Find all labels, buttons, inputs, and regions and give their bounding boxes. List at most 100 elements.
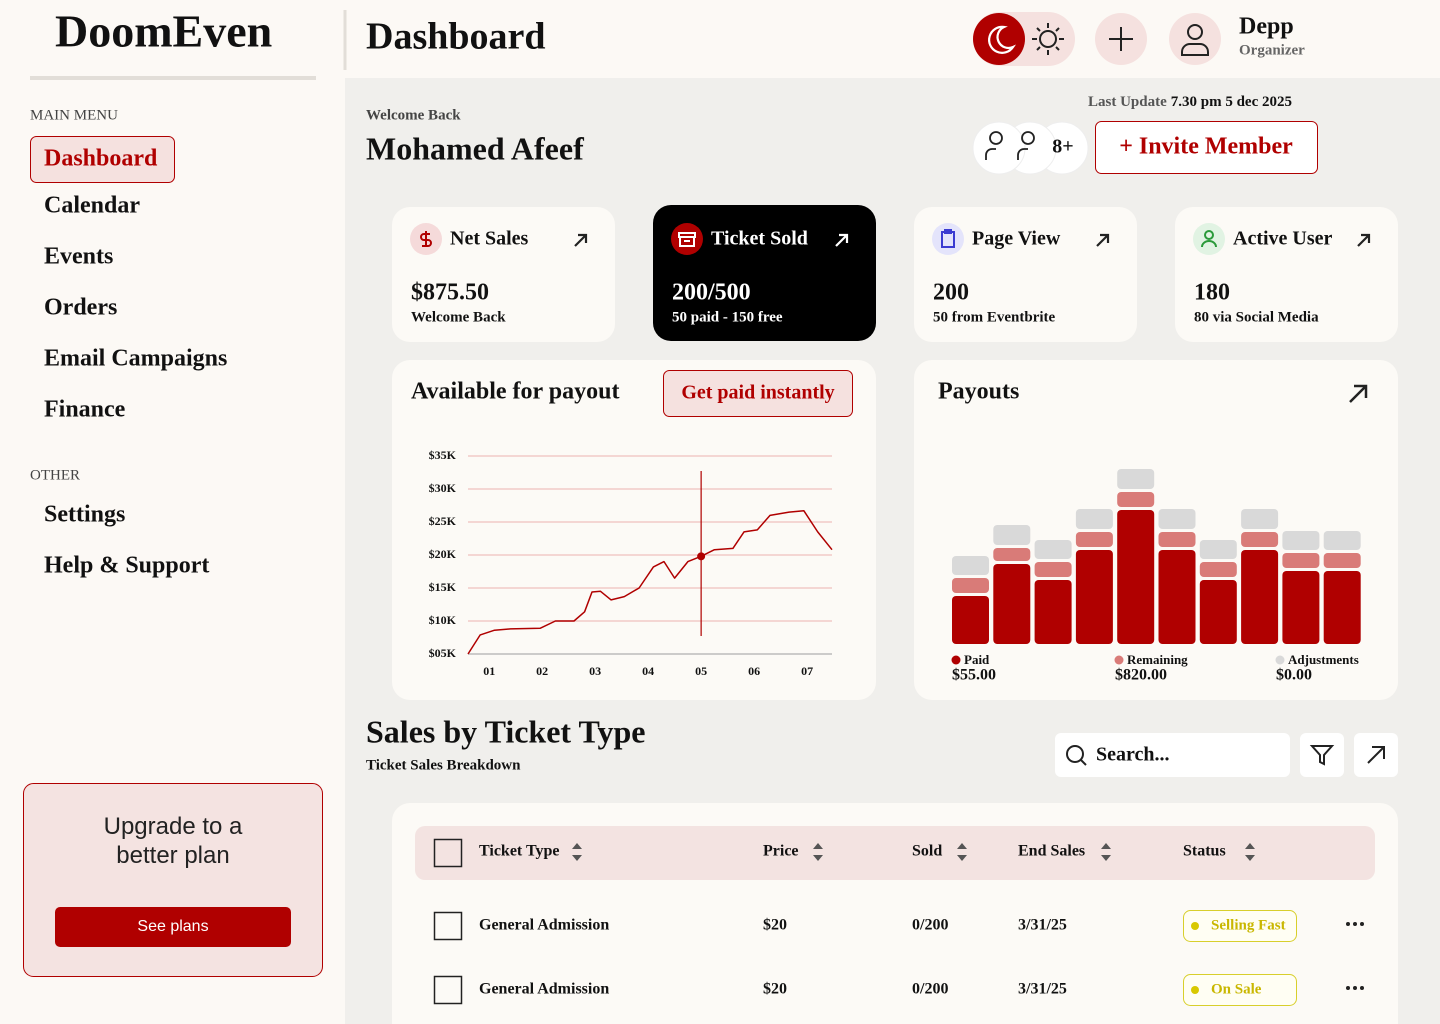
column-header[interactable]: Price [763, 843, 799, 860]
menu: Dashboard Calendar Events Orders Email Campa… [44, 146, 227, 579]
last-update-time: 7.30 pm 5 dec 2025 [1171, 94, 1292, 110]
table-cell: 3/31/25 [1018, 917, 1067, 934]
more-dot[interactable] [1346, 986, 1350, 990]
menu-item[interactable]: Calendar [44, 193, 140, 219]
checkbox[interactable] [433, 975, 463, 1005]
stat-value: $875.50 [411, 280, 489, 306]
more-dot[interactable] [1360, 986, 1364, 990]
more-dot[interactable] [1360, 922, 1364, 926]
table-cell: 3/31/25 [1018, 981, 1067, 998]
menu-item[interactable]: Dashboard [44, 146, 158, 172]
stat-title: Ticket Sold [711, 228, 808, 250]
status-dot [1191, 986, 1199, 994]
filter-icon [1309, 745, 1335, 766]
checkbox[interactable] [433, 838, 463, 868]
status-pill [1183, 910, 1297, 942]
menu-item[interactable]: Settings [44, 502, 125, 528]
legend-dot [1275, 655, 1285, 665]
bar-segment [993, 525, 1031, 545]
menu-item[interactable]: Help & Support [44, 553, 209, 579]
hover-point [697, 552, 706, 561]
bar-segment [1075, 532, 1113, 547]
legend-label: Adjustments [1288, 652, 1359, 667]
stat-value: 200/500 [672, 280, 751, 306]
y-tick-label: $20K [429, 547, 457, 561]
table-cell: 0/200 [912, 981, 948, 998]
stat-card[interactable] [653, 205, 876, 341]
column-header[interactable]: Ticket Type [479, 843, 559, 860]
stats: Net Sales $875.50 Welcome Back Ticket Sold 2… [392, 205, 1398, 342]
y-tick-label: $10K [429, 613, 457, 627]
stat-value: 180 [1194, 280, 1230, 306]
plus-icon [1109, 27, 1133, 51]
x-tick-label: 04 [642, 664, 654, 678]
column-header[interactable]: Sold [912, 843, 942, 860]
line-chart: $05K $10K $15K $20K $25K $30K $35K 01 02 03 04 05 06… [429, 448, 833, 678]
menu-item[interactable]: Events [44, 244, 113, 270]
menu-item[interactable]: Email Campaigns [44, 346, 227, 372]
more-dot[interactable] [1353, 922, 1357, 926]
y-tick-label: $25K [429, 514, 457, 528]
see-plans-button[interactable]: See plans [55, 907, 291, 947]
bar-segment [1117, 469, 1155, 489]
get-paid-button[interactable] [663, 370, 853, 417]
bar-segment [1117, 492, 1155, 507]
checkbox[interactable] [433, 911, 463, 941]
search-icon [1066, 745, 1087, 766]
stat-icon [678, 232, 696, 247]
stat-arrow[interactable] [1357, 233, 1371, 247]
bar-segment [1158, 550, 1196, 644]
stat-value: 200 [933, 280, 969, 306]
column-header[interactable]: Status [1183, 843, 1226, 860]
bar-segment [952, 556, 989, 575]
column-header[interactable]: End Sales [1018, 843, 1085, 860]
greeting: Welcome Back [366, 107, 461, 123]
stat-card[interactable] [1175, 207, 1398, 342]
sort-icon[interactable] [572, 843, 582, 861]
top-bar [345, 0, 1440, 78]
bar-segment [1241, 550, 1279, 644]
bar-segment [1199, 540, 1237, 559]
search-box[interactable] [1055, 733, 1290, 777]
menu-item[interactable]: Orders [44, 295, 117, 321]
user-role: Organizer [1239, 42, 1305, 58]
x-tick-label: 03 [589, 664, 601, 678]
section-title: Sales by Ticket Type [366, 713, 645, 749]
filter-button[interactable] [1300, 733, 1344, 777]
bar-segment [1199, 562, 1237, 577]
legend-label: Remaining [1127, 652, 1188, 667]
stat-icon-bg [671, 223, 703, 255]
invite-label: + Invite Member [1119, 134, 1293, 160]
y-tick-label: $35K [429, 448, 457, 462]
legend-total: $0.00 [1276, 667, 1312, 684]
more-dot[interactable] [1353, 986, 1357, 990]
expand-icon[interactable] [1349, 384, 1368, 403]
x-tick-label: 01 [483, 664, 495, 678]
stat-arrow[interactable] [574, 233, 588, 247]
bar-segment [1241, 532, 1279, 547]
user-name: Depp [1239, 14, 1294, 40]
sort-icon[interactable] [1245, 843, 1255, 861]
menu-label: OTHER [30, 467, 80, 483]
stat-card[interactable] [392, 207, 615, 342]
sort-icon[interactable] [957, 843, 967, 861]
stat-card[interactable] [914, 207, 1137, 342]
sort-icon[interactable] [1101, 843, 1111, 861]
export-icon [1367, 746, 1385, 764]
table-cell: 0/200 [912, 917, 948, 934]
page-title: Dashboard [366, 16, 546, 58]
status-dot [1191, 922, 1199, 930]
invite-button[interactable] [1095, 121, 1318, 174]
sort-icon[interactable] [813, 843, 823, 861]
get-paid-label: Get paid instantly [681, 382, 834, 404]
legend-total: $820.00 [1115, 667, 1167, 684]
dark-mode-button[interactable] [973, 13, 1025, 65]
more-dot[interactable] [1346, 922, 1350, 926]
last-update-label: Last Update [1088, 94, 1167, 110]
stat-arrow[interactable] [1096, 233, 1110, 247]
menu-item[interactable]: Finance [44, 397, 126, 423]
last-update: Last Update 7.30 pm 5 dec 2025 [1088, 94, 1292, 110]
stat-arrow[interactable] [835, 233, 849, 247]
upgrade-title: Upgrade to a better plan [103, 813, 243, 869]
